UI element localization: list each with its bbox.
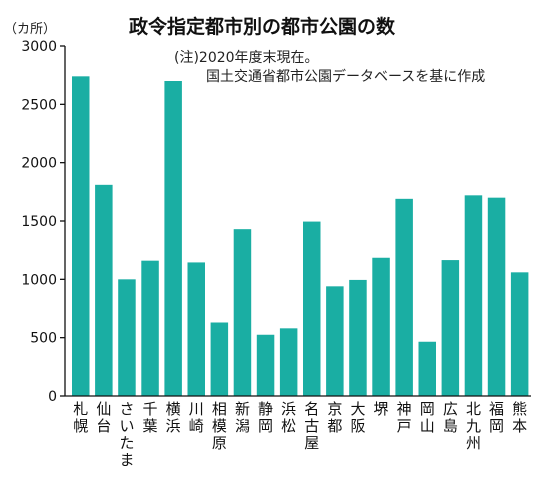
- x-tick-label: 静岡: [258, 400, 273, 435]
- x-tick-label: 相模原: [212, 400, 227, 452]
- x-tick-label: 千葉: [143, 400, 158, 435]
- x-tick-label: 熊本: [512, 400, 527, 435]
- y-tick-label: 2500: [21, 97, 57, 113]
- x-tick-label: 神戸: [397, 400, 412, 435]
- bar-3: [141, 260, 159, 396]
- x-tick-label: 名古屋: [304, 400, 319, 452]
- x-tick-label: 堺: [374, 400, 389, 418]
- bar-9: [279, 328, 298, 396]
- bar-15: [418, 341, 436, 396]
- bar-5: [187, 262, 205, 396]
- bar-1: [95, 184, 113, 396]
- bar-8: [256, 334, 275, 396]
- bar-14: [395, 198, 413, 396]
- bar-16: [441, 260, 460, 396]
- bar-4: [164, 81, 182, 396]
- bar-17: [464, 195, 483, 396]
- y-tick-label: 1500: [21, 214, 57, 230]
- chart-title: 政令指定都市別の都市公園の数: [129, 15, 396, 38]
- note-line-1: (注)2020年度末現在。: [174, 50, 319, 66]
- x-tick-label: 京都: [327, 400, 342, 435]
- bar-19: [510, 272, 529, 396]
- x-tick-label: 新潟: [235, 400, 250, 435]
- y-tick-label: 2000: [21, 156, 57, 172]
- bar-series: [72, 76, 529, 396]
- x-tick-label: 札幌: [73, 400, 88, 435]
- bar-0: [72, 76, 90, 396]
- y-tick-label: 500: [30, 331, 57, 347]
- bar-13: [372, 257, 390, 396]
- bar-6: [210, 322, 229, 396]
- x-tick-label: 川崎: [189, 400, 204, 435]
- bar-18: [487, 197, 506, 396]
- y-axis: 0 500 1000 1500 2000 2500 3000: [21, 39, 65, 405]
- x-tick-label: 大阪: [350, 400, 365, 435]
- bar-10: [303, 221, 321, 396]
- bar-7: [233, 229, 252, 396]
- x-tick-label: 浜松: [281, 400, 296, 435]
- y-tick-label: 1000: [21, 272, 57, 288]
- y-tick-label: 0: [48, 389, 57, 405]
- x-tick-label: 北九州: [466, 400, 481, 452]
- bar-2: [118, 279, 136, 396]
- y-tick-label: 3000: [21, 39, 57, 55]
- bar-11: [326, 286, 344, 396]
- note-line-2: 国土交通省都市公園データベースを基に作成: [206, 68, 485, 85]
- x-tick-label: 岡山: [420, 400, 435, 435]
- x-tick-label: 福岡: [489, 400, 504, 435]
- x-tick-label: さいたま: [119, 400, 134, 469]
- y-axis-unit-label: （カ所）: [4, 22, 56, 37]
- x-tick-label: 横浜: [166, 400, 181, 435]
- bar-12: [349, 279, 367, 396]
- x-tick-label: 仙台: [96, 400, 111, 435]
- x-tick-label: 広島: [443, 400, 458, 435]
